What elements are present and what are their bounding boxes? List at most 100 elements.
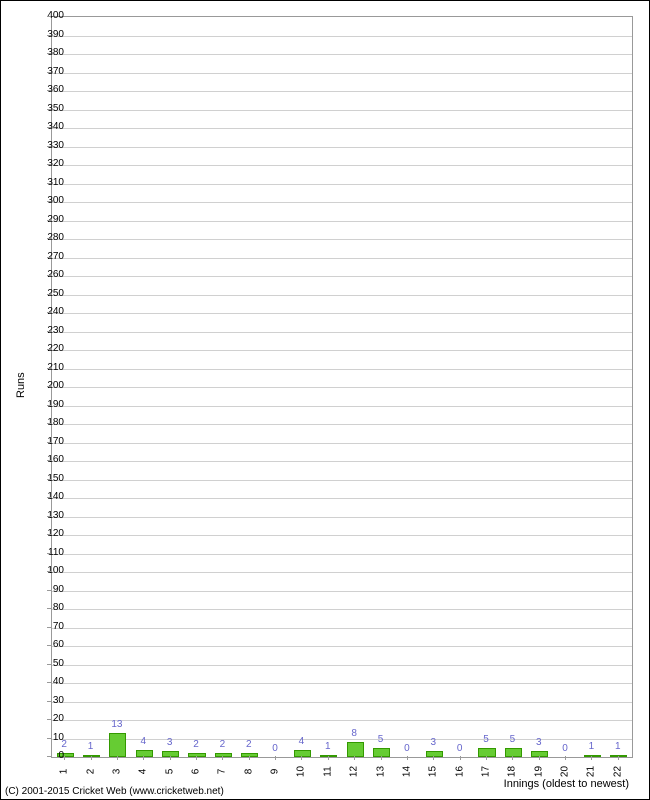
y-tick-mark bbox=[47, 571, 51, 572]
x-tick-label: 9 bbox=[270, 762, 281, 782]
y-tick-label: 110 bbox=[19, 548, 64, 558]
x-tick-label: 4 bbox=[138, 762, 149, 782]
y-tick-mark bbox=[47, 294, 51, 295]
y-tick-label: 20 bbox=[19, 714, 64, 724]
y-tick-label: 90 bbox=[19, 585, 64, 595]
x-tick-mark bbox=[486, 756, 487, 760]
y-tick-mark bbox=[47, 53, 51, 54]
y-tick-mark bbox=[47, 497, 51, 498]
y-tick-label: 330 bbox=[19, 141, 64, 151]
y-tick-mark bbox=[47, 164, 51, 165]
gridline bbox=[52, 202, 632, 203]
x-tick-mark bbox=[275, 756, 276, 760]
y-tick-label: 170 bbox=[19, 437, 64, 447]
chart-frame: Runs Innings (oldest to newest) (C) 2001… bbox=[0, 0, 650, 800]
y-tick-mark bbox=[47, 719, 51, 720]
bar-value-label: 1 bbox=[313, 741, 343, 752]
gridline bbox=[52, 369, 632, 370]
gridline bbox=[52, 535, 632, 536]
y-tick-mark bbox=[47, 423, 51, 424]
y-tick-label: 120 bbox=[19, 529, 64, 539]
y-tick-label: 340 bbox=[19, 122, 64, 132]
x-tick-label: 12 bbox=[349, 762, 360, 782]
gridline bbox=[52, 91, 632, 92]
gridline bbox=[52, 424, 632, 425]
x-tick-mark bbox=[64, 756, 65, 760]
y-tick-label: 50 bbox=[19, 659, 64, 669]
x-tick-mark bbox=[407, 756, 408, 760]
x-tick-label: 6 bbox=[191, 762, 202, 782]
y-tick-mark bbox=[47, 516, 51, 517]
bar bbox=[426, 751, 443, 757]
y-tick-label: 360 bbox=[19, 85, 64, 95]
x-tick-mark bbox=[328, 756, 329, 760]
x-tick-mark bbox=[222, 756, 223, 760]
gridline bbox=[52, 332, 632, 333]
y-tick-mark bbox=[47, 238, 51, 239]
x-tick-label: 17 bbox=[481, 762, 492, 782]
x-tick-label: 13 bbox=[375, 762, 386, 782]
gridline bbox=[52, 406, 632, 407]
gridline bbox=[52, 73, 632, 74]
copyright-text: (C) 2001-2015 Cricket Web (www.cricketwe… bbox=[5, 786, 224, 797]
x-tick-label: 2 bbox=[85, 762, 96, 782]
y-tick-mark bbox=[47, 368, 51, 369]
y-tick-label: 240 bbox=[19, 307, 64, 317]
gridline bbox=[52, 147, 632, 148]
y-tick-mark bbox=[47, 16, 51, 17]
gridline bbox=[52, 609, 632, 610]
y-tick-mark bbox=[47, 386, 51, 387]
gridline bbox=[52, 110, 632, 111]
x-tick-mark bbox=[618, 756, 619, 760]
gridline bbox=[52, 720, 632, 721]
bar bbox=[531, 751, 548, 757]
x-tick-label: 22 bbox=[612, 762, 623, 782]
x-tick-mark bbox=[591, 756, 592, 760]
bar-value-label: 1 bbox=[76, 741, 106, 752]
y-tick-label: 250 bbox=[19, 289, 64, 299]
y-tick-mark bbox=[47, 664, 51, 665]
y-tick-label: 190 bbox=[19, 400, 64, 410]
y-tick-label: 160 bbox=[19, 455, 64, 465]
x-tick-label: 7 bbox=[217, 762, 228, 782]
y-tick-mark bbox=[47, 756, 51, 757]
x-tick-label: 16 bbox=[454, 762, 465, 782]
y-tick-mark bbox=[47, 645, 51, 646]
y-tick-mark bbox=[47, 72, 51, 73]
gridline bbox=[52, 517, 632, 518]
x-tick-label: 5 bbox=[164, 762, 175, 782]
gridline bbox=[52, 461, 632, 462]
gridline bbox=[52, 258, 632, 259]
x-tick-label: 1 bbox=[59, 762, 70, 782]
y-tick-mark bbox=[47, 479, 51, 480]
x-tick-mark bbox=[170, 756, 171, 760]
y-tick-label: 130 bbox=[19, 511, 64, 521]
y-tick-mark bbox=[47, 220, 51, 221]
gridline bbox=[52, 128, 632, 129]
y-tick-mark bbox=[47, 90, 51, 91]
gridline bbox=[52, 276, 632, 277]
y-tick-mark bbox=[47, 35, 51, 36]
gridline bbox=[52, 683, 632, 684]
gridline bbox=[52, 36, 632, 37]
y-tick-mark bbox=[47, 608, 51, 609]
y-tick-mark bbox=[47, 405, 51, 406]
gridline bbox=[52, 702, 632, 703]
gridline bbox=[52, 350, 632, 351]
y-tick-mark bbox=[47, 183, 51, 184]
gridline bbox=[52, 498, 632, 499]
y-tick-mark bbox=[47, 349, 51, 350]
x-tick-label: 15 bbox=[428, 762, 439, 782]
x-tick-mark bbox=[381, 756, 382, 760]
y-tick-label: 30 bbox=[19, 696, 64, 706]
gridline bbox=[52, 221, 632, 222]
x-tick-label: 3 bbox=[111, 762, 122, 782]
y-tick-label: 290 bbox=[19, 215, 64, 225]
bar bbox=[320, 755, 337, 757]
x-tick-mark bbox=[249, 756, 250, 760]
gridline bbox=[52, 554, 632, 555]
gridline bbox=[52, 646, 632, 647]
y-tick-label: 280 bbox=[19, 233, 64, 243]
gridline bbox=[52, 443, 632, 444]
gridline bbox=[52, 387, 632, 388]
